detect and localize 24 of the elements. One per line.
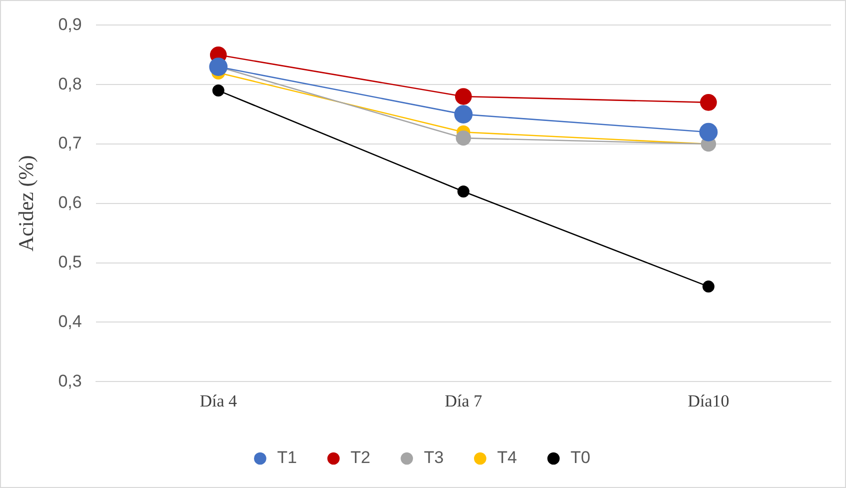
y-tick-label: 0,7 bbox=[58, 134, 82, 153]
point bbox=[699, 122, 718, 142]
y-tick-label: 0,9 bbox=[58, 14, 82, 34]
x-tick-label: Día 4 bbox=[200, 391, 238, 410]
point bbox=[457, 186, 470, 198]
legend-label: T0 bbox=[570, 448, 590, 468]
y-axis-title: Acidez (%) bbox=[14, 155, 38, 252]
legend-label: T3 bbox=[424, 448, 444, 468]
point bbox=[456, 130, 472, 146]
point bbox=[700, 94, 717, 111]
point bbox=[212, 84, 224, 97]
y-tick-label: 0,5 bbox=[58, 252, 82, 272]
point bbox=[702, 280, 714, 293]
x-tick-label: Día10 bbox=[688, 391, 730, 410]
point bbox=[454, 105, 473, 124]
y-tick-label: 0,4 bbox=[58, 312, 82, 331]
y-tick-label: 0,6 bbox=[58, 193, 82, 212]
y-tick-label: 0,8 bbox=[58, 74, 82, 94]
x-tick-label: Día 7 bbox=[444, 391, 483, 410]
point bbox=[455, 88, 472, 105]
y-tick-label: 0,3 bbox=[58, 371, 82, 390]
legend-label: T4 bbox=[497, 448, 518, 468]
legend-label: T2 bbox=[350, 448, 370, 468]
legend-label: T1 bbox=[277, 448, 297, 468]
